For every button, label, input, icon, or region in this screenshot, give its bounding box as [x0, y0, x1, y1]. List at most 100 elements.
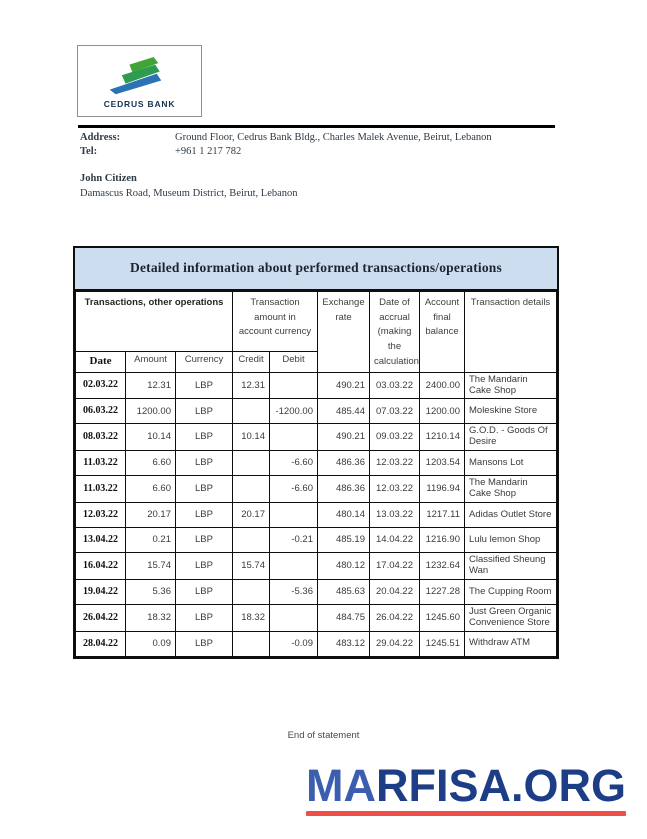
- cell-currency: LBP: [175, 630, 233, 657]
- cell-rate: 485.19: [317, 527, 370, 554]
- cell-balance: 1203.54: [419, 450, 465, 477]
- cell-amount: 1200.00: [125, 398, 176, 425]
- transactions-tbody: 02.03.22 12.31 LBP 12.31 490.21 03.03.22 2400.…: [75, 371, 557, 657]
- cell-amount: 6.60: [125, 475, 176, 504]
- cell-balance: 1227.28: [419, 578, 465, 605]
- cell-accrual: 26.04.22: [369, 603, 420, 632]
- header-sub-row: Date Amount Currency Credit Debit: [75, 350, 557, 373]
- header-divider: [78, 125, 555, 128]
- cell-accrual: 03.03.22: [369, 371, 420, 400]
- table-row: 12.03.22 20.17 LBP 20.17 480.14 13.03.22 1217.…: [75, 502, 557, 529]
- cell-currency: LBP: [175, 398, 233, 425]
- cell-accrual: 07.03.22: [369, 398, 420, 425]
- cell-currency: LBP: [175, 450, 233, 477]
- cell-rate: 485.44: [317, 398, 370, 425]
- bank-name: CEDRUS BANK: [103, 98, 176, 109]
- cell-accrual: 12.03.22: [369, 475, 420, 504]
- cell-currency: LBP: [175, 475, 233, 504]
- cell-balance: 1245.51: [419, 630, 465, 657]
- marfisa-logo-text-light: MA: [306, 760, 376, 811]
- cell-currency: LBP: [175, 527, 233, 554]
- bank-contact-block: Address: Ground Floor, Cedrus Bank Bldg.…: [80, 131, 492, 159]
- header-amount-group: Transaction amount in account currency: [232, 291, 318, 352]
- cell-details: Moleskine Store: [464, 398, 557, 425]
- cell-rate: 480.14: [317, 502, 370, 529]
- cell-details: Withdraw ATM: [464, 630, 557, 657]
- table-row: 26.04.22 18.32 LBP 18.32 484.75 26.04.22 1245.…: [75, 603, 557, 632]
- cell-balance: 1217.11: [419, 502, 465, 529]
- statement-table-container: Detailed information about performed tra…: [73, 246, 559, 659]
- tel-row: Tel: +961 1 217 782: [80, 145, 492, 159]
- marfisa-logo-text: MARFISA.ORG: [306, 763, 626, 808]
- cell-details: Adidas Outlet Store: [464, 502, 557, 529]
- header-credit: Credit: [232, 350, 270, 373]
- cell-currency: LBP: [175, 502, 233, 529]
- cell-rate: 490.21: [317, 423, 370, 452]
- cell-credit: [232, 527, 270, 554]
- cell-rate: 486.36: [317, 475, 370, 504]
- cell-rate: 490.21: [317, 371, 370, 400]
- address-row: Address: Ground Floor, Cedrus Bank Bldg.…: [80, 131, 492, 145]
- cell-credit: [232, 398, 270, 425]
- cell-currency: LBP: [175, 552, 233, 580]
- table-row: 02.03.22 12.31 LBP 12.31 490.21 03.03.22 2400.…: [75, 371, 557, 400]
- cell-details: G.O.D. - Goods Of Desire: [464, 423, 557, 452]
- cell-debit: [269, 552, 318, 580]
- cell-debit: [269, 423, 318, 452]
- cell-date: 26.04.22: [75, 603, 126, 632]
- cell-amount: 12.31: [125, 371, 176, 400]
- customer-block: John Citizen Damascus Road, Museum Distr…: [80, 171, 298, 201]
- header-currency: Currency: [175, 350, 233, 373]
- marfisa-logo: MARFISA.ORG: [306, 763, 626, 816]
- cell-accrual: 14.04.22: [369, 527, 420, 554]
- header-transaction-details: Transaction details: [464, 291, 557, 373]
- customer-name: John Citizen: [80, 173, 137, 184]
- customer-address: Damascus Road, Museum District, Beirut, …: [80, 188, 298, 199]
- cell-credit: 18.32: [232, 603, 270, 632]
- cell-balance: 1200.00: [419, 398, 465, 425]
- cell-rate: 483.12: [317, 630, 370, 657]
- table-row: 13.04.22 0.21 LBP -0.21 485.19 14.04.22 1216.9…: [75, 527, 557, 554]
- cell-date: 19.04.22: [75, 578, 126, 605]
- cell-debit: -6.60: [269, 450, 318, 477]
- table-row: 11.03.22 6.60 LBP -6.60 486.36 12.03.22 1196.9…: [75, 475, 557, 504]
- cell-balance: 1216.90: [419, 527, 465, 554]
- bank-logo-box: CEDRUS BANK: [77, 45, 202, 117]
- header-debit: Debit: [269, 350, 318, 373]
- statement-title: Detailed information about performed tra…: [75, 248, 557, 291]
- cell-balance: 2400.00: [419, 371, 465, 400]
- address-value: Ground Floor, Cedrus Bank Bldg., Charles…: [175, 132, 492, 143]
- cell-date: 11.03.22: [75, 475, 126, 504]
- table-row: 19.04.22 5.36 LBP -5.36 485.63 20.04.22 1227.2…: [75, 578, 557, 605]
- cedrus-bank-logo-icon: [109, 56, 161, 94]
- cell-credit: 15.74: [232, 552, 270, 580]
- cell-details: Just Green Organic Convenience Store: [464, 603, 557, 632]
- cell-date: 08.03.22: [75, 423, 126, 452]
- cell-currency: LBP: [175, 371, 233, 400]
- cell-amount: 10.14: [125, 423, 176, 452]
- table-row: 16.04.22 15.74 LBP 15.74 480.12 17.04.22 1232.…: [75, 552, 557, 580]
- end-of-statement-text: End of statement: [287, 730, 360, 741]
- table-row: 06.03.22 1200.00 LBP -1200.00 485.44 07.03.22…: [75, 398, 557, 425]
- cell-details: Classified Sheung Wan: [464, 552, 557, 580]
- transactions-table-head: Transactions, other operations Transacti…: [75, 291, 557, 373]
- header-account-balance: Account final balance: [419, 291, 465, 373]
- cell-credit: 10.14: [232, 423, 270, 452]
- table-row: 28.04.22 0.09 LBP -0.09 483.12 29.04.22 1245.5…: [75, 630, 557, 657]
- cell-details: Lulu lemon Shop: [464, 527, 557, 554]
- cell-balance: 1196.94: [419, 475, 465, 504]
- cell-accrual: 13.03.22: [369, 502, 420, 529]
- cell-credit: 20.17: [232, 502, 270, 529]
- marfisa-logo-underline: [306, 811, 626, 816]
- cell-date: 16.04.22: [75, 552, 126, 580]
- cell-credit: [232, 630, 270, 657]
- cell-details: The Mandarin Cake Shop: [464, 371, 557, 400]
- header-date: Date: [75, 350, 126, 373]
- cell-currency: LBP: [175, 578, 233, 605]
- header-transactions-group: Transactions, other operations: [75, 291, 233, 352]
- cell-credit: [232, 450, 270, 477]
- cell-debit: -6.60: [269, 475, 318, 504]
- cell-amount: 5.36: [125, 578, 176, 605]
- address-label: Address:: [80, 132, 121, 143]
